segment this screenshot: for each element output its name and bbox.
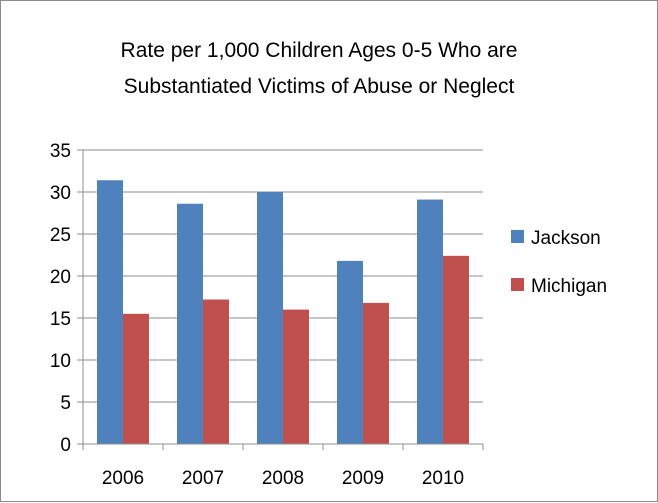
y-tick-label: 35 <box>50 141 71 162</box>
legend-swatch-jackson <box>511 230 524 243</box>
bar-jackson-2009 <box>337 260 363 444</box>
x-tick-label: 2009 <box>342 468 384 489</box>
x-tick-label: 2008 <box>262 468 304 489</box>
legend-label-jackson: Jackson <box>531 228 601 249</box>
chart-title-line-1: Rate per 1,000 Children Ages 0-5 Who are <box>121 39 518 62</box>
x-tick-label: 2007 <box>182 468 224 489</box>
bars <box>97 180 469 445</box>
y-tick-label: 0 <box>60 435 71 456</box>
bar-michigan-2006 <box>123 313 149 444</box>
chart-title: Rate per 1,000 Children Ages 0-5 Who are… <box>121 39 518 98</box>
chart-title-line-2: Substantiated Victims of Abuse or Neglec… <box>124 75 515 98</box>
y-tick-label: 30 <box>50 183 71 204</box>
bar-michigan-2010 <box>443 255 469 444</box>
x-tick-label: 2006 <box>102 468 144 489</box>
legend-swatch-michigan <box>511 278 524 291</box>
y-axis-tick-labels: 0 5 10 15 20 25 30 35 <box>50 141 71 456</box>
axes <box>82 150 484 450</box>
legend-label-michigan: Michigan <box>531 276 607 297</box>
y-tick-label: 25 <box>50 225 71 246</box>
x-axis-tick-labels: 2006 2007 2008 2009 2010 <box>102 468 464 489</box>
bar-jackson-2007 <box>177 203 203 444</box>
bar-michigan-2008 <box>283 309 309 444</box>
y-tick-label: 10 <box>50 351 71 372</box>
bar-michigan-2007 <box>203 299 229 444</box>
y-tick-label: 5 <box>60 393 71 414</box>
bar-jackson-2008 <box>257 192 283 444</box>
x-tick-label: 2010 <box>422 468 464 489</box>
legend: Jackson Michigan <box>511 228 607 297</box>
bar-jackson-2010 <box>417 199 443 444</box>
bar-michigan-2009 <box>363 302 389 444</box>
y-tick-label: 20 <box>50 267 71 288</box>
y-tick-label: 15 <box>50 309 71 330</box>
bar-jackson-2006 <box>97 180 123 445</box>
